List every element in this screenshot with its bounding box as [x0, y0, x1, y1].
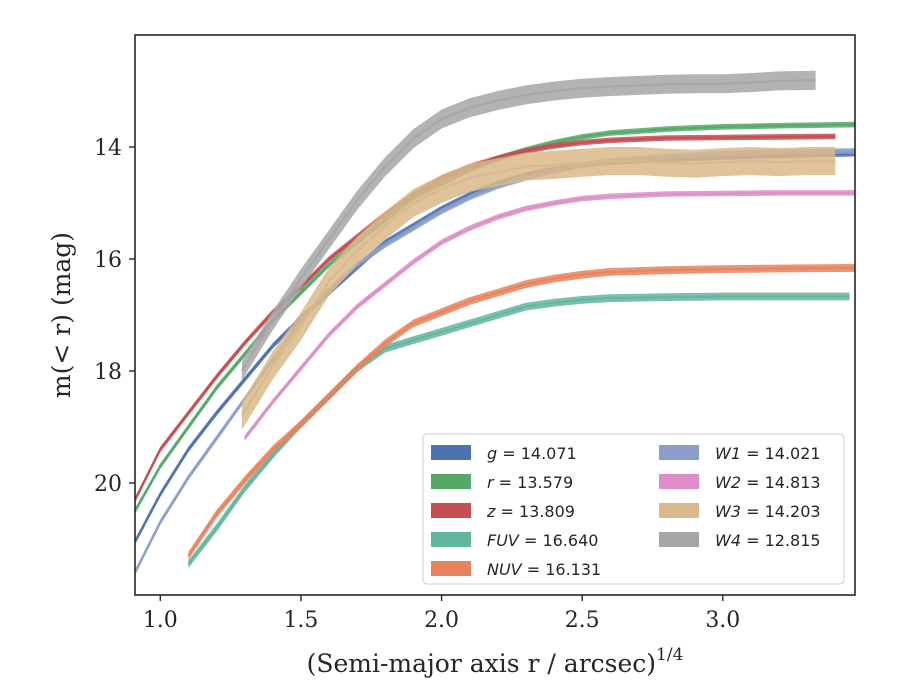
legend-label: g = 14.071: [487, 444, 577, 463]
y-axis: 14 16 18 20: [94, 136, 135, 497]
legend-series-value: = 16.640: [519, 531, 599, 550]
legend-label: W4 = 12.815: [715, 531, 821, 550]
y-tick-label: 18: [94, 360, 122, 385]
legend-swatch: [659, 503, 699, 518]
x-tick-label: 3.0: [705, 608, 740, 633]
y-tick-label: 20: [94, 472, 122, 497]
legend-item-nuv: NUV = 16.131: [431, 560, 601, 579]
x-axis-title: (Semi-major axis r / arcsec)1/4: [307, 645, 684, 678]
x-tick-label: 1.0: [143, 608, 178, 633]
legend-item-w3: W3 = 14.203: [659, 502, 821, 521]
legend-item-z: z = 13.809: [431, 502, 575, 521]
legend-series-value: = 12.815: [741, 531, 821, 550]
legend-swatch: [659, 445, 699, 460]
legend-item-w1: W1 = 14.021: [659, 444, 821, 463]
series-layer: [135, 70, 855, 576]
x-tick-label: 2.0: [424, 608, 459, 633]
legend-swatch: [431, 561, 471, 576]
x-axis-title-exponent: 1/4: [656, 645, 683, 665]
series-fuv-line: [187, 295, 850, 565]
legend-swatch: [659, 474, 699, 489]
legend-series-name: W3: [715, 502, 741, 521]
legend-label: r = 13.579: [487, 473, 573, 492]
legend-item-w4: W4 = 12.815: [659, 531, 821, 550]
y-axis-title: m(< r) (mag): [47, 232, 76, 398]
legend-series-name: FUV: [487, 531, 520, 550]
legend-series-name: r: [487, 473, 495, 492]
legend-series-value: = 13.579: [494, 473, 574, 492]
legend-series-value: = 14.203: [741, 502, 821, 521]
legend-label: NUV = 16.131: [487, 560, 601, 579]
series-w4: [240, 70, 816, 381]
legend-series-value: = 13.809: [495, 502, 575, 521]
series-nuv: [187, 264, 855, 560]
legend-item-w2: W2 = 14.813: [659, 473, 821, 492]
legend-item-fuv: FUV = 16.640: [431, 531, 598, 550]
series-w2: [243, 190, 855, 441]
legend-label: W2 = 14.813: [715, 473, 821, 492]
legend-swatch: [431, 503, 471, 518]
legend-swatch: [431, 532, 471, 547]
legend-series-name: W1: [715, 444, 741, 463]
legend-series-value: = 14.813: [741, 473, 821, 492]
legend-series-name: W2: [715, 473, 741, 492]
legend-item-r: r = 13.579: [431, 473, 573, 492]
x-axis: 1.0 1.5 2.0 2.5 3.0: [143, 595, 740, 633]
legend-frame: [422, 433, 845, 585]
legend-series-name: W4: [715, 531, 741, 550]
legend-series-value: = 16.131: [522, 560, 602, 579]
y-tick-label: 14: [94, 136, 122, 161]
series-nuv-line: [187, 266, 855, 557]
x-axis-title-text: (Semi-major axis r / arcsec): [307, 649, 656, 678]
legend-label: z = 13.809: [486, 502, 575, 521]
legend-swatch: [431, 445, 471, 460]
series-w4-line: [240, 79, 816, 372]
legend-label: FUV = 16.640: [487, 531, 598, 550]
legend-swatch: [431, 474, 471, 489]
y-tick-label: 16: [94, 248, 122, 273]
x-tick-label: 2.5: [565, 608, 600, 633]
series-w2-line: [243, 191, 855, 439]
legend-swatch: [659, 532, 699, 547]
legend-series-name: NUV: [487, 560, 523, 579]
series-w3-band: [241, 147, 836, 430]
legend-series-name: g: [487, 444, 497, 463]
legend-item-g: g = 14.071: [431, 444, 577, 463]
series-w3-line: [240, 159, 836, 417]
legend-label: W3 = 14.203: [715, 502, 821, 521]
x-tick-label: 1.5: [283, 608, 318, 633]
series-fuv: [187, 292, 850, 569]
legend-series-name: z: [486, 502, 496, 521]
legend-series-value: = 14.071: [497, 444, 577, 463]
plot-frame: [134, 34, 856, 596]
legend-series-value: = 14.021: [741, 444, 821, 463]
series-w3: [240, 147, 836, 430]
legend-label: W1 = 14.021: [715, 444, 821, 463]
